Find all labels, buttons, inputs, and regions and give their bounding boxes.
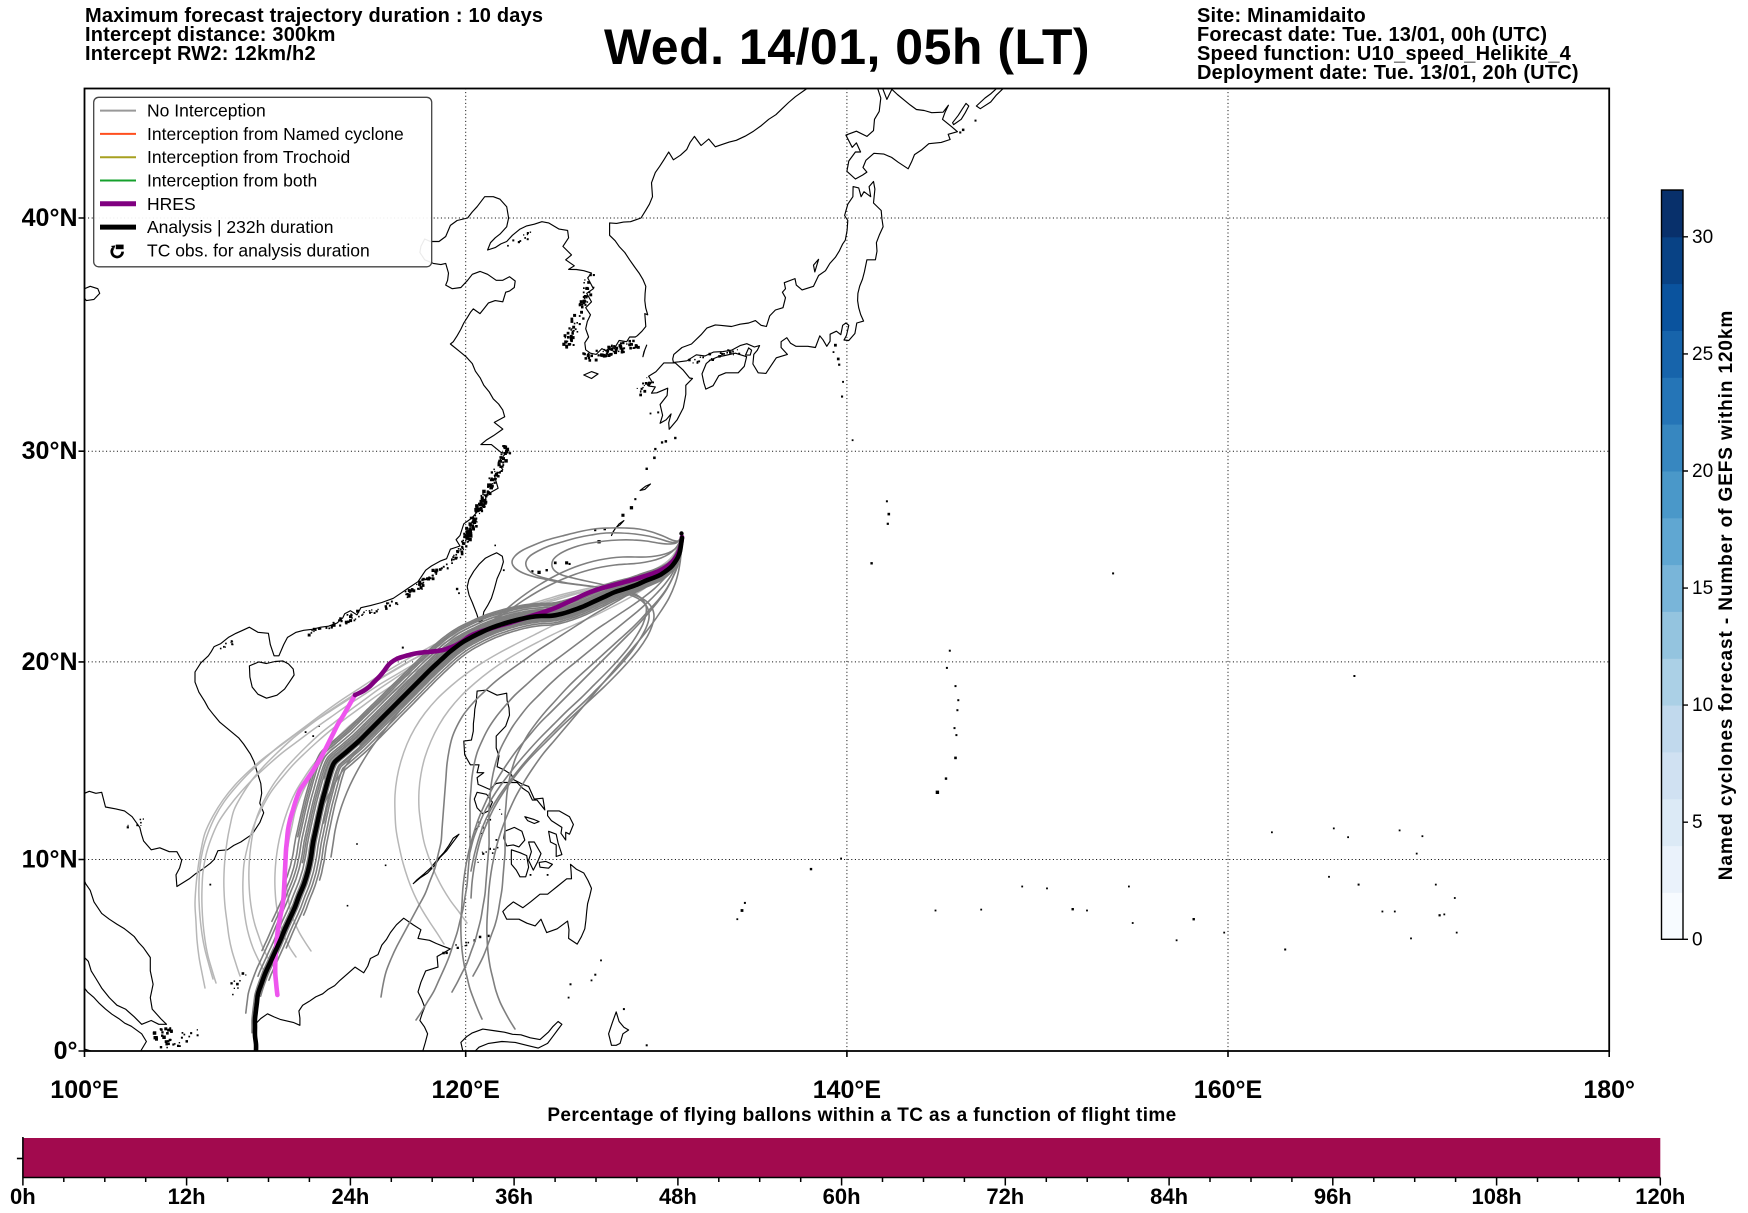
svg-text:160°E: 160°E: [1194, 1076, 1262, 1104]
svg-text:108h: 108h: [1472, 1184, 1522, 1209]
svg-text:Wed. 14/01, 05h (LT): Wed. 14/01, 05h (LT): [604, 19, 1090, 75]
svg-text:20°N: 20°N: [22, 648, 78, 676]
svg-text:30: 30: [1692, 227, 1713, 248]
svg-text:15: 15: [1692, 578, 1713, 599]
svg-text:40°N: 40°N: [22, 204, 78, 232]
svg-text:84h: 84h: [1150, 1184, 1188, 1209]
svg-text:60h: 60h: [823, 1184, 861, 1209]
svg-text:72h: 72h: [986, 1184, 1024, 1209]
svg-text:10: 10: [1692, 695, 1713, 716]
svg-text:No Interception: No Interception: [147, 101, 266, 121]
svg-text:TC obs. for analysis duration: TC obs. for analysis duration: [147, 241, 370, 261]
svg-text:Maximum forecast trajectory du: Maximum forecast trajectory duration : 1…: [85, 5, 543, 27]
svg-text:Site: Minamidaito: Site: Minamidaito: [1197, 5, 1366, 27]
svg-text:Deployment date: Tue. 13/01, 2: Deployment date: Tue. 13/01, 20h (UTC): [1197, 62, 1579, 84]
svg-text:Analysis | 232h duration: Analysis | 232h duration: [147, 217, 333, 237]
svg-text:20: 20: [1692, 461, 1713, 482]
svg-text:HRES: HRES: [147, 194, 196, 214]
svg-text:0: 0: [1692, 929, 1703, 950]
svg-text:36h: 36h: [495, 1184, 533, 1209]
svg-text:12h: 12h: [168, 1184, 206, 1209]
svg-text:Intercept RW2: 12km/h2: Intercept RW2: 12km/h2: [85, 43, 316, 65]
svg-text:Intercept distance: 300km: Intercept distance: 300km: [85, 24, 336, 46]
svg-text:100°E: 100°E: [50, 1076, 118, 1104]
svg-text:96h: 96h: [1314, 1184, 1352, 1209]
svg-text:180°: 180°: [1583, 1076, 1635, 1104]
svg-text:0°: 0°: [54, 1037, 78, 1065]
svg-text:120h: 120h: [1635, 1184, 1685, 1209]
svg-text:10°N: 10°N: [22, 846, 78, 874]
svg-text:Forecast date: Tue. 13/01, 00h: Forecast date: Tue. 13/01, 00h (UTC): [1197, 24, 1547, 46]
svg-text:5: 5: [1692, 812, 1703, 833]
svg-text:25: 25: [1692, 344, 1713, 365]
svg-text:Interception from both: Interception from both: [147, 171, 317, 191]
svg-text:24h: 24h: [331, 1184, 369, 1209]
svg-text:Interception from Named cyclon: Interception from Named cyclone: [147, 124, 404, 144]
svg-text:Named cyclones forecast - Numb: Named cyclones forecast - Number of GEFS…: [1716, 310, 1737, 880]
svg-text:Interception from Trochoid: Interception from Trochoid: [147, 147, 350, 167]
svg-text:48h: 48h: [659, 1184, 697, 1209]
svg-text:30°N: 30°N: [22, 437, 78, 465]
svg-text:0h: 0h: [10, 1184, 36, 1209]
svg-text:140°E: 140°E: [813, 1076, 881, 1104]
svg-text:Speed function: U10_speed_Heli: Speed function: U10_speed_Helikite_4: [1197, 43, 1572, 65]
svg-text:Percentage of flying ballons w: Percentage of flying ballons within a TC…: [547, 1105, 1176, 1126]
svg-text:120°E: 120°E: [432, 1076, 500, 1104]
